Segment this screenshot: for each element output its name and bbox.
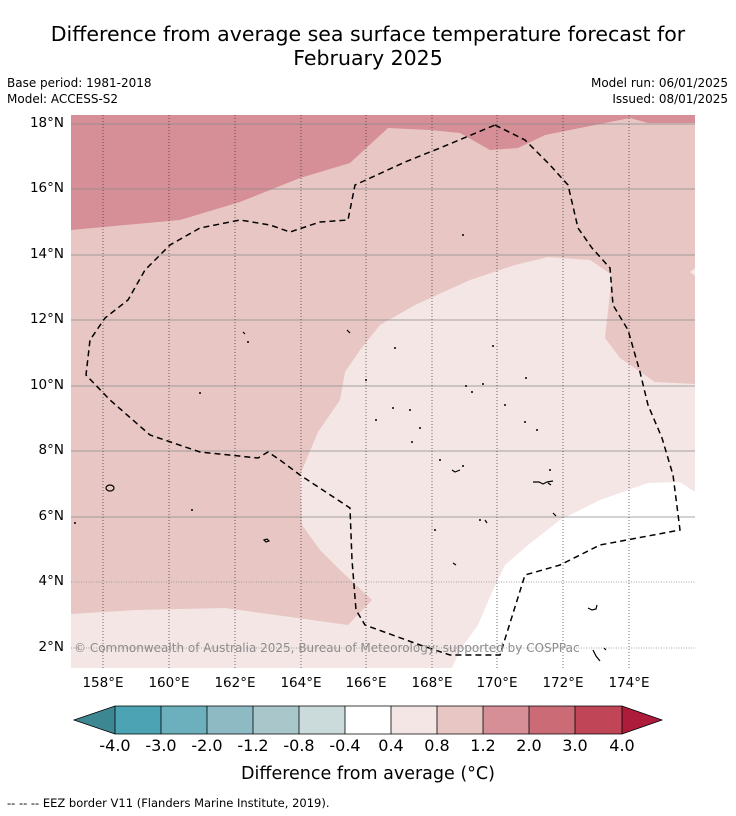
colorbar-under-arrow — [74, 706, 115, 734]
colorbar-seg-4 — [253, 706, 299, 734]
lat-label-8n: 8°N — [38, 442, 64, 458]
model-run: Model run: 06/01/2025 — [590, 76, 728, 90]
lon-label-170e: 170°E — [476, 675, 518, 691]
eez-border-line — [85, 124, 681, 656]
colorbar-seg-8 — [437, 706, 483, 734]
chart-title: Difference from average sea surface temp… — [0, 22, 736, 70]
lat-label-2n: 2°N — [38, 639, 64, 655]
copyright-notice: © Commonwealth of Australia 2025, Bureau… — [74, 641, 580, 655]
lon-label-174e: 174°E — [608, 675, 650, 691]
colorbar-seg-11 — [575, 706, 622, 734]
cb-label-m0.8: -0.8 — [283, 736, 315, 755]
colorbar-seg-6 — [345, 706, 391, 734]
lon-label-158e: 158°E — [82, 675, 124, 691]
cb-label-m0.4: -0.4 — [329, 736, 361, 755]
colorbar-over-arrow — [622, 706, 662, 734]
base-period: Base period: 1981-2018 — [7, 76, 152, 90]
islands — [105, 329, 607, 662]
title-line-2: February 2025 — [293, 46, 443, 70]
issued-date: Issued: 08/01/2025 — [612, 92, 728, 106]
lat-label-6n: 6°N — [38, 508, 64, 524]
cb-label-0.4: 0.4 — [378, 736, 404, 755]
lat-label-16n: 16°N — [29, 180, 64, 196]
cb-label-1.2: 1.2 — [470, 736, 496, 755]
lon-label-162e: 162°E — [214, 675, 256, 691]
cb-label-m2.0: -2.0 — [191, 736, 223, 755]
colorbar-seg-10 — [529, 706, 575, 734]
cb-label-m3.0: -3.0 — [145, 736, 177, 755]
lat-label-10n: 10°N — [29, 377, 64, 393]
island-pohnpei — [105, 484, 115, 492]
lon-label-172e: 172°E — [542, 675, 584, 691]
colorbar-seg-5 — [299, 706, 345, 734]
lon-gridlines — [102, 115, 630, 668]
colorbar-seg-7 — [391, 706, 437, 734]
region-neutral — [452, 482, 695, 668]
cb-label-4.0: 4.0 — [609, 736, 635, 755]
region-1.2-2.0 — [71, 115, 695, 230]
lon-label-166e: 166°E — [345, 675, 387, 691]
lat-label-14n: 14°N — [29, 246, 64, 262]
colorbar-seg-1 — [115, 706, 161, 734]
meta-left: Base period: 1981-2018 Model: ACCESS-S2 — [7, 75, 152, 107]
atoll-dots — [74, 234, 551, 531]
lat-label-18n: 18°N — [29, 115, 64, 131]
cb-label-3.0: 3.0 — [562, 736, 588, 755]
cb-label-0.8: 0.8 — [424, 736, 450, 755]
lat-label-4n: 4°N — [38, 573, 64, 589]
title-line-1: Difference from average sea surface temp… — [50, 22, 686, 46]
meta-right: Model run: 06/01/2025 Issued: 08/01/2025 — [591, 75, 728, 107]
lon-label-164e: 164°E — [280, 675, 322, 691]
cb-label-2.0: 2.0 — [516, 736, 542, 755]
cb-label-m4.0: -4.0 — [99, 736, 131, 755]
lon-label-168e: 168°E — [411, 675, 453, 691]
colorbar-title: Difference from average (°C) — [241, 764, 495, 784]
eez-legend-footer: -- -- -- EEZ border V11 (Flanders Marine… — [7, 796, 330, 810]
cb-label-m1.2: -1.2 — [237, 736, 269, 755]
model-name: Model: ACCESS-S2 — [7, 92, 119, 106]
colorbar-seg-3 — [207, 706, 253, 734]
lon-label-160e: 160°E — [148, 675, 190, 691]
lat-label-12n: 12°N — [29, 311, 64, 327]
lat-gridlines — [71, 123, 695, 649]
colorbar-seg-2 — [161, 706, 207, 734]
colorbar — [72, 705, 664, 735]
colorbar-seg-9 — [483, 706, 529, 734]
